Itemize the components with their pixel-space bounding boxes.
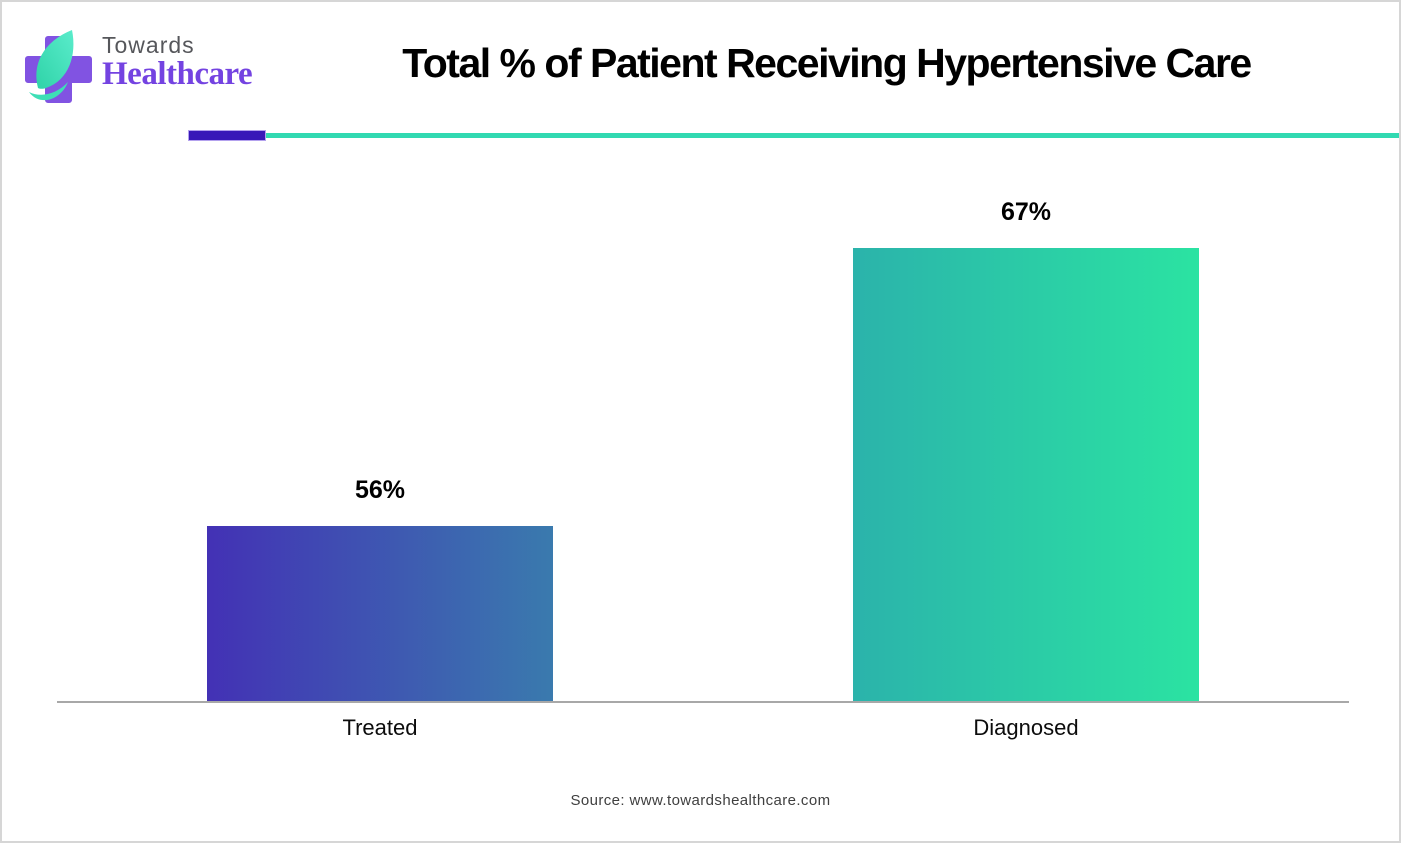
cross-leaf-icon — [25, 30, 92, 103]
bar-group-diagnosed: 67% — [703, 172, 1349, 702]
bar-value-label-diagnosed: 67% — [1000, 197, 1052, 226]
divider-accent-segment — [188, 130, 266, 141]
x-axis-line — [57, 701, 1349, 703]
bar-treated — [207, 525, 553, 702]
bar-value-label-treated: 56% — [354, 475, 406, 504]
towards-healthcare-logo: Towards Healthcare — [24, 26, 253, 110]
category-label-treated: Treated — [342, 715, 418, 740]
divider-line — [266, 133, 1399, 138]
bar-chart-plot-area: 56% 67% — [57, 172, 1349, 702]
logo-text-healthcare: Healthcare — [102, 56, 253, 92]
page-title: Total % of Patient Receiving Hypertensiv… — [402, 40, 1252, 86]
category-label-diagnosed: Diagnosed — [973, 715, 1079, 740]
source-text: Source: www.towardshealthcare.com — [570, 792, 831, 809]
logo-text-towards: Towards — [102, 32, 195, 58]
bar-group-treated: 56% — [57, 172, 703, 702]
x-axis-category-labels: Treated Diagnosed — [57, 715, 1349, 741]
logo-wordmark: Towards Healthcare — [102, 26, 253, 110]
bar-diagnosed — [853, 247, 1199, 702]
